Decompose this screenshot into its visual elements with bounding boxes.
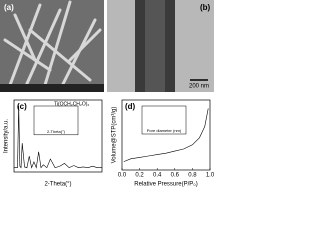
inset-frame [141,105,187,135]
inset-x-label: 2-Theta(°) [47,129,66,134]
x-tick-label: 1.0 [206,173,214,179]
x-tick-label: 0.8 [188,173,197,179]
x-axis-label: 2-Theta(°) [44,182,71,188]
data-line [123,108,209,162]
y-axis-label: Intensity/a.u. [4,119,10,153]
panel-label: (d) [125,102,136,111]
plot-frame [121,99,211,171]
y-axis-label: Volume@STP(cm³/g) [112,107,118,164]
x-tick-label: 0.6 [171,173,180,179]
scale-bar-label: 200 nm [189,84,209,90]
inset-x-label: Pore diameter (nm) [147,128,182,133]
x-tick-label: 0.2 [135,173,144,179]
legend-label: Ti(OCH₂CH₂O)₂ [54,101,89,107]
panel-label: (a) [4,3,14,12]
x-tick-label: 0.0 [118,173,127,179]
data-line [14,105,102,169]
tem-image [107,0,214,92]
sem-image [0,0,104,92]
plot-frame [13,99,103,173]
figure: (a) (b) 200 nm (c) 2-Theta(°) Intensity/a.… [0,0,215,188]
panel-label: (b) [200,3,211,12]
x-tick-label: 0.4 [153,173,162,179]
x-axis-label: Relative Pressure(P/P₀) [134,182,198,188]
inset-frame [33,105,79,136]
panel-label: (c) [17,102,27,111]
